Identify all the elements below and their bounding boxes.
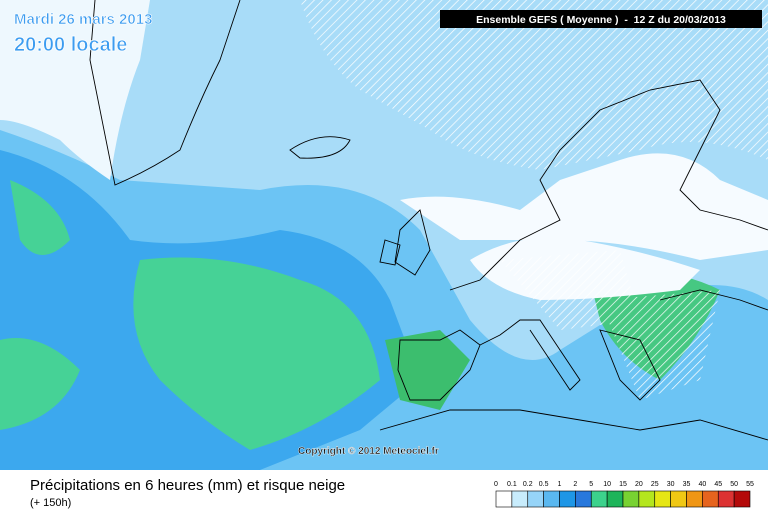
legend-label: 0 xyxy=(494,481,498,488)
legend-swatch xyxy=(575,490,592,508)
legend-swatch xyxy=(670,490,687,508)
legend-label: 5 xyxy=(589,481,593,488)
legend-swatch xyxy=(559,490,576,508)
legend-swatch xyxy=(622,490,640,508)
footer-title: Précipitations en 6 heures (mm) et risqu… xyxy=(30,477,345,494)
legend-label: 0.2 xyxy=(523,481,533,488)
legend-label: 20 xyxy=(635,481,643,488)
legend-label: 30 xyxy=(667,481,675,488)
legend-label: 25 xyxy=(651,481,659,488)
coastlines xyxy=(89,0,768,441)
legend-swatch xyxy=(733,490,751,508)
model-label: Ensemble GEFS ( Moyenne ) - 12 Z du 20/0… xyxy=(476,14,726,26)
legend-swatch xyxy=(495,490,513,508)
precip-field xyxy=(0,0,768,470)
legend-label: 0.5 xyxy=(539,481,549,488)
legend-swatch xyxy=(543,490,560,508)
model-box xyxy=(440,10,762,28)
legend-swatch xyxy=(590,490,608,508)
time-label: 20:00 locale xyxy=(14,34,127,56)
legend-swatch xyxy=(702,490,719,508)
legend-swatch xyxy=(511,490,529,508)
legend-swatch xyxy=(717,490,735,508)
legend-label: 55 xyxy=(746,481,754,488)
legend-label: 10 xyxy=(603,481,611,488)
legend-label: 0.1 xyxy=(507,481,517,488)
legend-label: 2 xyxy=(573,481,577,488)
footer-lead: (+ 150h) xyxy=(30,497,71,509)
legend: 0 0.1 0.2 0.5 1 2 5 10 15 20 25 30 35 40 45 50 55 xyxy=(494,481,754,508)
legend-swatch xyxy=(638,490,656,508)
legend-label: 45 xyxy=(714,481,722,488)
legend-swatch xyxy=(654,490,671,508)
legend-label: 50 xyxy=(730,481,738,488)
legend-swatch xyxy=(527,490,544,508)
legend-label: 1 xyxy=(558,481,562,488)
legend-label: 15 xyxy=(619,481,627,488)
copyright: Copyright © 2012 Meteociel.fr xyxy=(298,446,439,457)
legend-label: 40 xyxy=(698,481,706,488)
legend-swatch xyxy=(686,490,703,508)
legend-swatch xyxy=(606,490,624,508)
legend-label: 35 xyxy=(683,481,691,488)
date-label: Mardi 26 mars 2013 xyxy=(14,11,152,28)
